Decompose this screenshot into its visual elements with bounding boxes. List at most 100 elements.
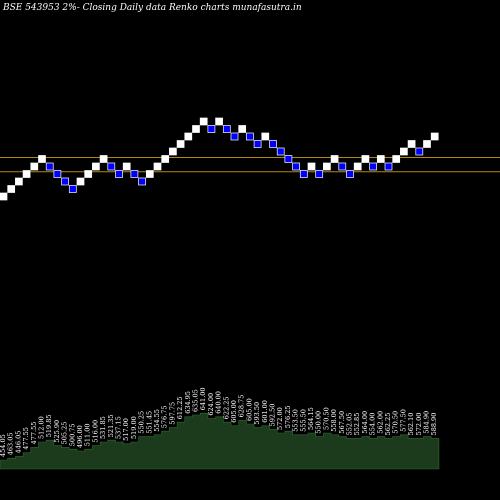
down-brick-38 [284,155,293,163]
down-brick-10 [68,185,77,193]
up-brick-44 [330,155,339,163]
price-label-3: 446.05 [14,431,22,454]
down-brick-8 [53,170,62,178]
price-label-37: 572.00 [276,407,284,430]
price-label-13: 516.00 [91,420,99,443]
price-label-9: 505.25 [61,422,69,445]
price-label-55: 572.00 [415,413,423,436]
price-label-35: 601.00 [261,400,269,423]
down-brick-39 [292,162,300,171]
down-brick-45 [338,162,347,171]
chart-title: BSE 543953 2%- Closing Daily data Renko … [2,3,302,13]
down-brick-18 [130,170,139,178]
price-label-48: 564.00 [361,411,369,434]
down-brick-55 [415,147,424,156]
up-brick-11 [76,177,85,186]
up-brick-13 [92,162,100,171]
price-label-33: 605.00 [245,398,253,421]
price-label-22: 576.75 [161,405,169,428]
up-brick-25 [184,132,193,141]
price-label-4: 477.55 [22,427,30,450]
up-brick-48 [361,155,370,163]
down-brick-16 [115,170,123,178]
up-brick-17 [122,162,131,171]
up-brick-29 [215,117,223,126]
down-brick-42 [315,170,324,178]
price-label-34: 593.50 [253,402,261,425]
price-label-19: 550.25 [138,411,146,434]
price-label-47: 552.85 [353,413,361,436]
price-label-29: 640.00 [215,391,223,414]
up-brick-50 [376,155,385,163]
renko-bricks [0,117,439,201]
down-brick-49 [369,162,377,171]
down-brick-33 [246,132,254,141]
price-label-31: 605.00 [230,400,238,423]
price-label-7: 519.85 [45,414,53,437]
down-brick-37 [276,147,285,156]
up-brick-22 [161,155,170,163]
down-brick-51 [384,162,393,171]
price-label-16: 537.15 [115,416,123,439]
up-brick-52 [392,155,401,163]
down-brick-15 [107,162,116,171]
price-label-53: 577.50 [399,409,407,432]
up-brick-26 [192,125,200,133]
price-label-8: 525.90 [53,420,61,443]
price-label-54: 562.10 [407,413,415,436]
price-label-2: 463.05 [7,432,15,455]
price-label-1: 454.05 [0,434,7,457]
price-label-39: 553.50 [292,409,300,432]
down-brick-46 [346,170,354,178]
price-label-45: 567.50 [338,411,346,434]
up-brick-43 [323,162,331,171]
up-brick-20 [145,170,154,178]
price-label-6: 512.00 [38,416,46,439]
price-label-17: 517.00 [122,418,130,441]
up-brick-14 [99,155,108,163]
price-label-46: 552.05 [346,413,354,436]
up-brick-53 [400,147,408,156]
price-label-49: 554.00 [369,413,377,436]
up-brick-1 [0,192,8,201]
down-brick-31 [230,132,239,141]
up-brick-5 [30,162,39,171]
down-brick-30 [222,125,231,133]
price-label-57: 588.90 [430,413,438,436]
price-label-51: 562.25 [384,413,392,436]
price-label-42: 550.00 [315,411,323,434]
support-lines [0,157,500,173]
down-brick-19 [138,177,146,186]
price-label-24: 612.25 [176,396,184,419]
up-brick-56 [423,140,431,148]
price-label-44: 558.00 [330,409,338,432]
price-label-30: 622.25 [222,396,230,419]
up-brick-12 [84,170,93,178]
up-brick-47 [353,162,362,171]
down-brick-34 [253,140,262,148]
price-label-23: 597.75 [168,402,176,425]
up-brick-3 [15,177,23,186]
price-label-38: 576.25 [284,405,292,428]
down-brick-9 [61,177,69,186]
up-brick-35 [261,132,270,141]
price-label-41: 564.15 [307,407,315,430]
up-brick-24 [176,140,185,148]
price-labels: 454.05 463.05 446.05 477.55 477.55 512.00 519.… [0,387,438,457]
volume-series [0,412,440,470]
price-label-11: 496.00 [76,425,84,448]
price-label-50: 562.00 [376,411,384,434]
up-brick-2 [7,185,16,193]
price-label-15: 521.35 [107,414,115,437]
up-brick-23 [169,147,177,156]
up-brick-6 [38,155,46,163]
down-brick-28 [207,125,216,133]
up-brick-54 [407,140,416,148]
price-label-32: 628.75 [238,395,246,418]
volume-area [0,412,440,470]
up-brick-27 [199,117,208,126]
up-brick-57 [430,132,439,141]
price-label-5: 477.55 [30,422,38,445]
